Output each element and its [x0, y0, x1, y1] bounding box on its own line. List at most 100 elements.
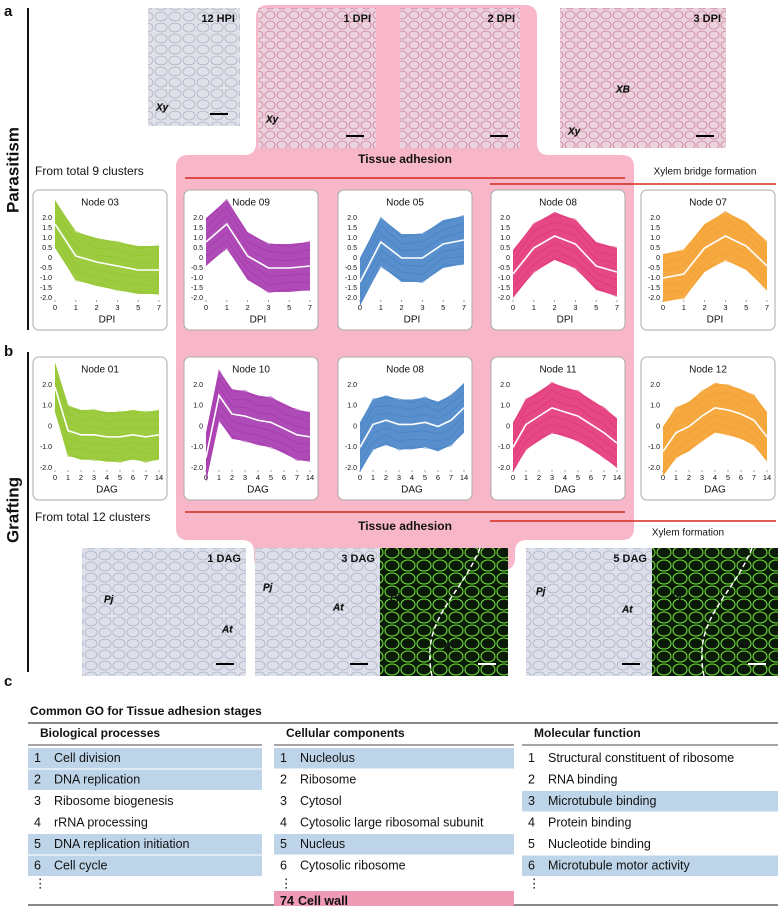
- y-tick-label: -1.0: [191, 275, 203, 282]
- tissue-label: At: [332, 603, 344, 614]
- trace-line: [512, 424, 618, 463]
- row-rank: 5: [280, 837, 287, 851]
- mean-line: [512, 406, 618, 448]
- trace-bundle: [360, 382, 464, 473]
- x-tick-label: 3: [550, 473, 554, 482]
- row-term: Ribosome: [300, 773, 356, 787]
- y-tick-label: -2.0: [40, 465, 52, 472]
- y-tick-label: 0: [353, 255, 357, 262]
- y-tick-label: -0.5: [191, 265, 203, 272]
- x-tick-label: 7: [765, 303, 769, 312]
- y-tick-label: -2.0: [648, 295, 660, 302]
- trace-line: [512, 381, 618, 426]
- x-tick-label: 6: [282, 473, 286, 482]
- y-tick-label: 1.0: [500, 403, 510, 410]
- trace-line: [662, 210, 768, 258]
- x-tick-label: 2: [687, 473, 691, 482]
- section-label: Grafting: [3, 477, 22, 543]
- chart-title: Node 01: [81, 365, 119, 376]
- tissue-label: At: [221, 625, 233, 636]
- x-tick-label: 5: [594, 303, 598, 312]
- x-tick-label: 5: [744, 303, 748, 312]
- image-label: 2 DPI: [487, 13, 515, 25]
- row-rank: 74: [280, 894, 294, 906]
- row-term: Cytosol: [300, 794, 342, 808]
- mean-line: [54, 386, 160, 438]
- row-highlight: [522, 855, 778, 876]
- y-tick-label: -2.0: [191, 465, 203, 472]
- y-tick-label: 0: [199, 255, 203, 262]
- x-tick-label: 2: [230, 473, 234, 482]
- trace-line: [359, 414, 465, 455]
- row-rank: 4: [34, 816, 41, 830]
- trace-line: [662, 383, 768, 430]
- x-axis-label: DAG: [96, 485, 118, 496]
- x-tick-label: 5: [136, 303, 140, 312]
- x-tick-label: 7: [295, 473, 299, 482]
- y-tick-label: 1.0: [347, 235, 357, 242]
- trace-bundle: [360, 216, 464, 306]
- x-tick-label: 0: [204, 303, 208, 312]
- x-axis-label: DAG: [247, 485, 269, 496]
- x-tick-label: 0: [53, 303, 57, 312]
- micrograph-texture: [380, 548, 508, 676]
- trace-line: [54, 365, 160, 416]
- row-rank: 4: [528, 816, 535, 830]
- x-tick-label: 6: [589, 473, 593, 482]
- row-rank: 1: [34, 751, 41, 765]
- x-tick-label: 5: [441, 303, 445, 312]
- row-highlight: [522, 791, 778, 812]
- x-tick-label: 2: [400, 303, 404, 312]
- y-tick-label: 0.5: [193, 245, 203, 252]
- x-tick-label: 14: [613, 473, 621, 482]
- trace-line: [205, 420, 311, 480]
- row-term: Cell cycle: [54, 859, 108, 873]
- chart-title: Node 08: [386, 365, 424, 376]
- trace-bundle: [206, 200, 310, 292]
- x-tick-label: 14: [763, 473, 771, 482]
- x-tick-label: 6: [131, 473, 135, 482]
- column-header: Cellular components: [286, 726, 405, 740]
- row-highlight: [274, 834, 514, 855]
- tissue-label: At: [443, 641, 455, 652]
- y-tick-label: 0: [353, 423, 357, 430]
- micrograph-texture: [148, 8, 240, 126]
- x-axis-label: DPI: [707, 315, 724, 326]
- trace-line: [205, 368, 311, 436]
- y-tick-label: -2.0: [345, 465, 357, 472]
- x-tick-label: 2: [95, 303, 99, 312]
- x-tick-label: 2: [553, 303, 557, 312]
- row-highlight: [274, 891, 514, 906]
- row-term: Microtubule binding: [548, 794, 656, 808]
- y-tick-label: -1.5: [498, 285, 510, 292]
- trace-line: [54, 401, 160, 455]
- x-tick-label: 6: [436, 473, 440, 482]
- row-highlight: [28, 834, 262, 855]
- row-term: Cell wall: [298, 894, 348, 906]
- trace-line: [662, 429, 768, 474]
- tissue-label: Pj: [536, 587, 546, 598]
- trace-line: [512, 221, 618, 261]
- x-tick-label: 5: [726, 473, 730, 482]
- x-tick-label: 3: [243, 473, 247, 482]
- x-tick-label: 3: [397, 473, 401, 482]
- trace-line: [512, 433, 618, 470]
- x-tick-label: 7: [602, 473, 606, 482]
- y-tick-label: 1.0: [193, 235, 203, 242]
- chart-title: Node 12: [689, 365, 727, 376]
- y-tick-label: -1.0: [498, 444, 510, 451]
- trace-line: [205, 198, 311, 248]
- trace-line: [205, 403, 311, 465]
- y-tick-label: 0: [199, 423, 203, 430]
- tissue-label: Xy: [155, 103, 169, 114]
- tissue-label: Xy: [567, 127, 581, 138]
- x-tick-label: 0: [358, 473, 362, 482]
- row-rank: 5: [528, 837, 535, 851]
- x-tick-label: 2: [537, 473, 541, 482]
- y-tick-label: -0.5: [648, 265, 660, 272]
- table-title: Common GO for Tissue adhesion stages: [30, 704, 262, 718]
- trace-line: [359, 247, 465, 290]
- tissue-label: XB: [615, 85, 630, 96]
- mean-line: [662, 235, 768, 279]
- y-tick-label: -1.0: [40, 275, 52, 282]
